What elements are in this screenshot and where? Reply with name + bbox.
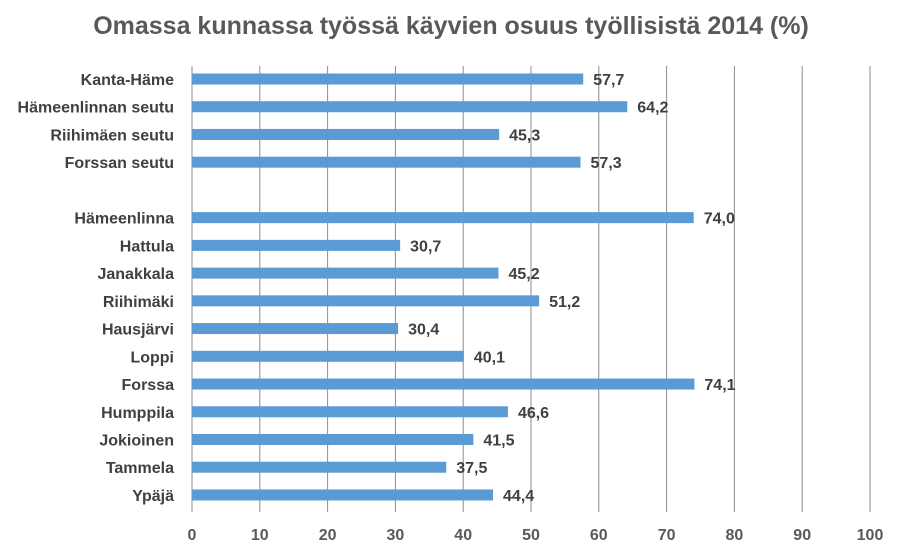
bar (192, 295, 540, 307)
category-label: Janakkala (97, 266, 174, 283)
category-label: Tammela (106, 460, 174, 477)
category-label: Hattula (120, 238, 174, 255)
bar (192, 489, 494, 501)
chart-title: Omassa kunnassa työssä käyvien osuus työ… (93, 12, 809, 40)
data-label: 41,5 (483, 432, 514, 449)
bar (192, 239, 401, 251)
category-label: Riihimäen seutu (50, 127, 174, 144)
data-label: 30,7 (410, 238, 441, 255)
bar (192, 406, 508, 418)
bar (192, 128, 500, 140)
x-tick-label: 50 (522, 527, 540, 544)
category-label: Forssa (122, 377, 175, 394)
data-label: 44,4 (503, 488, 534, 505)
data-label: 51,2 (549, 294, 580, 311)
category-label: Jokioinen (99, 432, 174, 449)
category-label: Hausjärvi (102, 322, 174, 339)
bar (192, 323, 399, 335)
x-tick-label: 90 (793, 527, 811, 544)
data-label: 64,2 (637, 100, 668, 117)
bar (192, 461, 447, 473)
data-label: 46,6 (518, 405, 549, 422)
data-label: 40,1 (474, 349, 505, 366)
data-label: 74,0 (704, 211, 735, 228)
category-label: Hämeenlinna (74, 211, 174, 228)
x-tick-label: 70 (658, 527, 676, 544)
x-tick-label: 10 (251, 527, 269, 544)
x-tick-label: 60 (590, 527, 608, 544)
x-tick-label: 20 (319, 527, 337, 544)
data-label: 57,3 (590, 155, 621, 172)
bar (192, 267, 499, 279)
category-label: Riihimäki (103, 294, 174, 311)
x-tick-label: 30 (387, 527, 405, 544)
bar (192, 101, 628, 113)
bar (192, 378, 695, 390)
data-label: 45,2 (508, 266, 539, 283)
category-label: Hämeenlinnan seutu (18, 100, 174, 117)
bar (192, 73, 584, 85)
x-tick-label: 80 (726, 527, 744, 544)
bar (192, 212, 694, 224)
bar (192, 433, 474, 445)
data-label: 57,7 (593, 72, 624, 89)
x-tick-label: 100 (857, 527, 884, 544)
data-label: 37,5 (456, 460, 487, 477)
bar (192, 156, 581, 168)
category-label: Kanta-Häme (81, 72, 174, 89)
data-label: 74,1 (704, 377, 735, 394)
data-label: 45,3 (509, 127, 540, 144)
x-tick-label: 0 (188, 527, 197, 544)
category-label: Forssan seutu (65, 155, 174, 172)
x-tick-label: 40 (454, 527, 472, 544)
category-label: Humppila (101, 405, 174, 422)
bar (192, 350, 464, 362)
category-label: Ypäjä (132, 488, 174, 505)
category-label: Loppi (130, 349, 174, 366)
data-label: 30,4 (408, 322, 439, 339)
